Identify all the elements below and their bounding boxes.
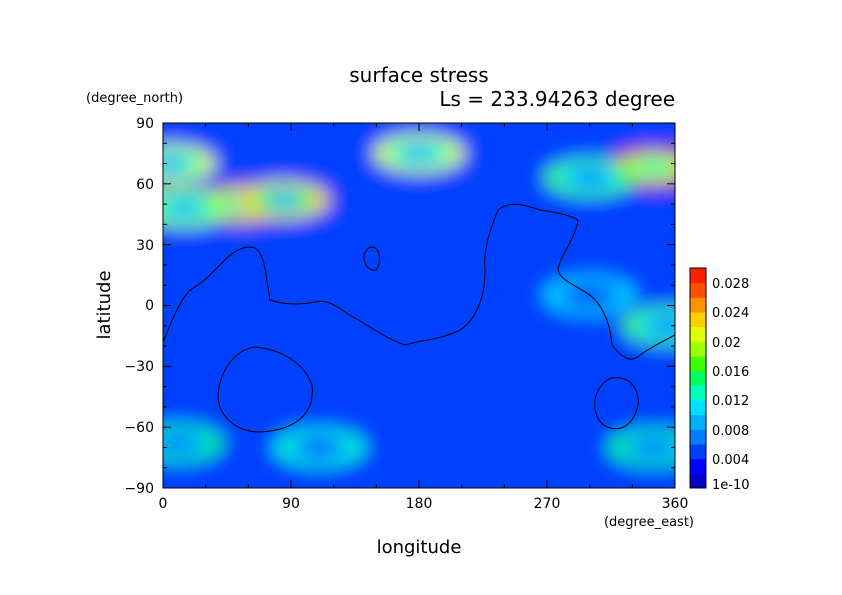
outline-west	[163, 203, 675, 360]
y-tick-label: 0	[145, 298, 154, 314]
outline-hellas	[217, 346, 313, 433]
colorbar-band	[690, 370, 706, 386]
x-axis-label: longitude	[377, 537, 462, 558]
outline-argyre	[594, 377, 639, 430]
field-hotspot	[608, 428, 675, 467]
colorbar-band	[690, 312, 706, 328]
x-tick-label: 360	[662, 496, 689, 512]
x-tick-label: 0	[159, 496, 168, 512]
y-tick-marks	[163, 122, 675, 489]
x-unit-label: (degree_east)	[604, 515, 694, 530]
y-tick-label: −60	[124, 420, 154, 436]
colorbar-label: 0.008	[712, 424, 749, 439]
colorbar-label: 1e-10	[712, 478, 750, 493]
outline-island	[363, 246, 380, 271]
y-unit-label: (degree_north)	[86, 91, 183, 106]
colorbar-label: 0.028	[712, 277, 749, 292]
x-tick-labels: 0 90 180 270 360	[159, 496, 689, 512]
colorbar-labels: 1e-10 0.004 0.008 0.012 0.016 0.02 0.024…	[712, 277, 750, 493]
continent-outlines	[163, 203, 675, 433]
colorbar-label: 0.004	[712, 453, 749, 468]
colorbar-band	[690, 400, 706, 416]
colorbar-band	[690, 282, 706, 298]
field-hotspot	[273, 428, 366, 467]
x-tick-label: 90	[282, 496, 300, 512]
y-tick-label: 60	[136, 177, 154, 193]
colorbar-band	[690, 385, 706, 401]
x-tick-marks	[162, 123, 676, 488]
colorbar-label: 0.02	[712, 336, 741, 351]
field-hotspot	[622, 306, 675, 345]
colorbar-band	[690, 458, 706, 474]
y-tick-label: −90	[124, 481, 154, 497]
field-hotspot	[373, 134, 465, 173]
x-tick-label: 180	[406, 496, 433, 512]
y-tick-labels: 90 60 30 0 −30 −60 −90	[124, 116, 154, 497]
colorbar-frame	[689, 267, 707, 489]
colorbar-band	[690, 356, 706, 372]
colorbar-band	[690, 414, 706, 430]
field-hotspot	[544, 158, 636, 197]
colorbar-label: 0.016	[712, 365, 749, 380]
colorbar-band	[690, 326, 706, 342]
stress-field	[163, 123, 675, 488]
colorbar: 1e-10 0.004 0.008 0.012 0.016 0.02 0.024…	[689, 267, 750, 493]
colorbar-label: 0.012	[712, 394, 749, 409]
field-hotspot	[238, 180, 330, 220]
y-tick-label: 30	[136, 238, 154, 254]
colorbar-band	[690, 268, 706, 284]
colorbar-band	[690, 341, 706, 357]
field-hotspot	[163, 144, 216, 183]
colorbar-label: 0.024	[712, 306, 749, 321]
colorbar-band	[690, 429, 706, 445]
y-tick-label: 90	[136, 116, 154, 132]
chart-subtitle: Ls = 233.94263 degree	[439, 87, 675, 111]
x-tick-label: 270	[534, 496, 561, 512]
colorbar-band	[690, 473, 706, 489]
field-hotspot	[163, 424, 223, 463]
chart-title: surface stress	[349, 63, 488, 87]
y-tick-label: −30	[124, 359, 154, 375]
colorbar-band	[690, 297, 706, 313]
colorbar-band	[690, 444, 706, 460]
field-hotspot	[163, 188, 230, 228]
y-axis-label: latitude	[94, 270, 115, 339]
